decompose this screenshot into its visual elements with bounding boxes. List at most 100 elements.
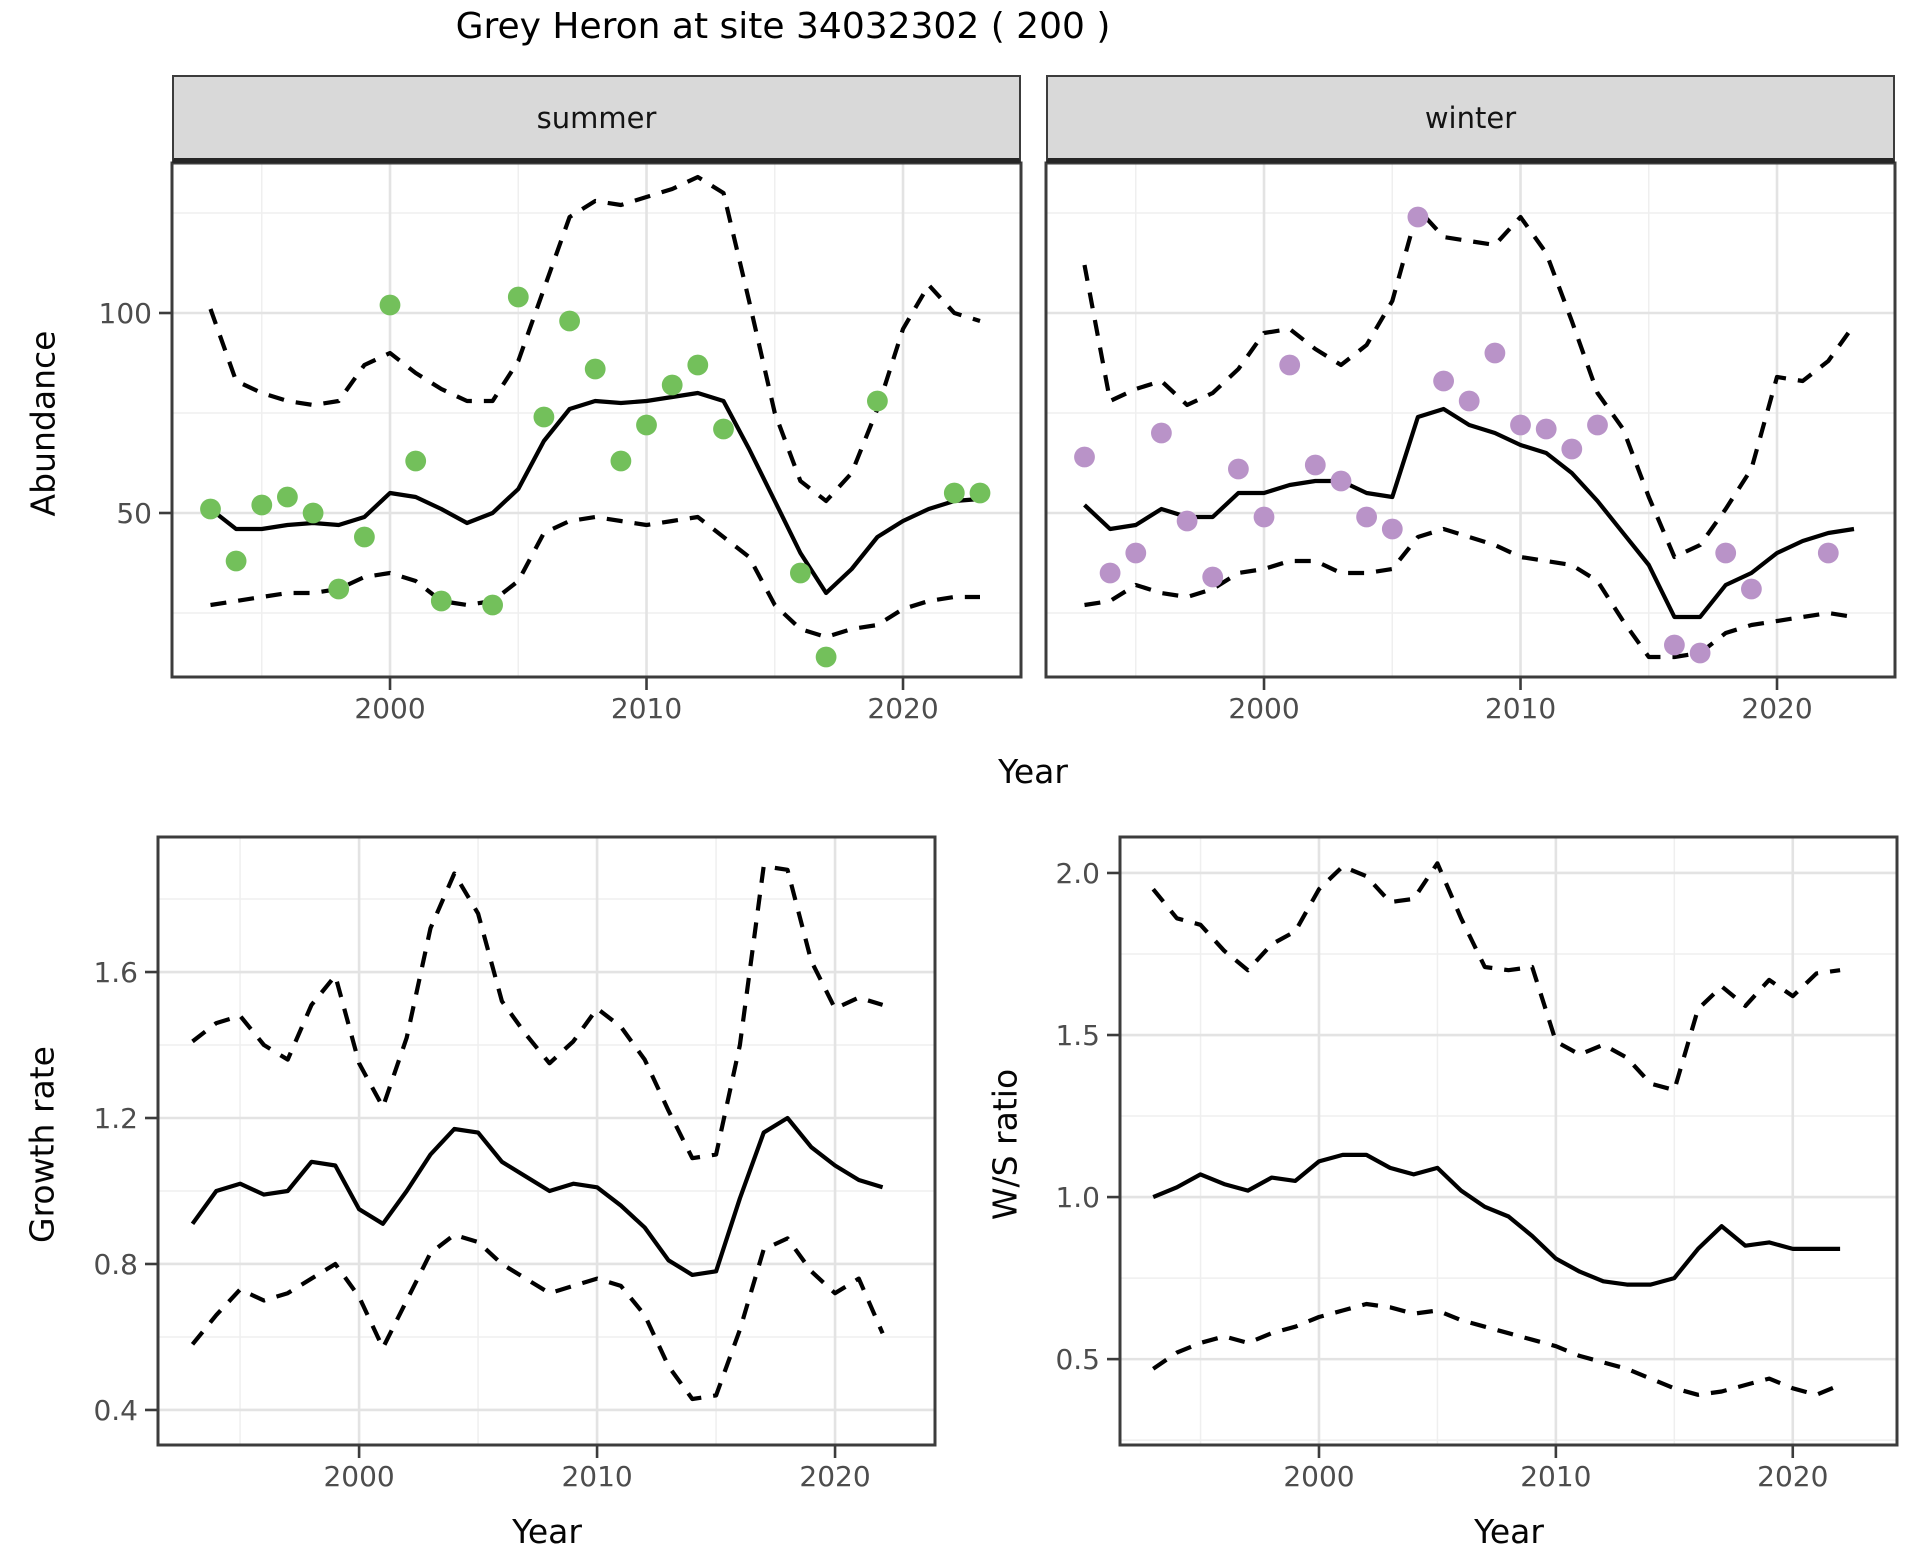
abundance-summer-data-point	[636, 414, 657, 436]
x-tick-label: 2010	[1485, 692, 1556, 725]
abundance-summer-data-point	[610, 450, 632, 472]
abundance-winter-data-point	[1176, 510, 1198, 532]
x-tick-label: 2000	[1283, 1460, 1354, 1493]
abundance-summer-data-point	[200, 498, 221, 520]
abundance-winter-data-point	[1304, 454, 1326, 476]
growth-rate-upper-ci-line	[191, 864, 884, 1161]
x-tick-label: 2000	[1228, 692, 1299, 725]
abundance-winter-fit-line	[1083, 406, 1855, 620]
growth-rate-lower-ci-line	[190, 1232, 885, 1402]
y-tick-label: 0.5	[1055, 1343, 1100, 1376]
x-axis-title-year-ws: Year	[1474, 1512, 1544, 1551]
abundance-summer-data-point	[559, 310, 580, 332]
abundance-winter-data-point	[1741, 578, 1762, 600]
abundance-summer-data-point	[482, 594, 503, 616]
abundance-winter-data-point	[1253, 506, 1275, 528]
facet-strip-winter-label: winter	[1424, 100, 1517, 135]
y-tick-label: 100	[99, 297, 152, 330]
ws-ratio-panel-border	[1118, 835, 1899, 1447]
abundance-summer-data-point	[790, 562, 811, 584]
x-tick-label: 2010	[1520, 1460, 1591, 1493]
y-tick-label: 2.0	[1055, 857, 1100, 890]
growth-rate-panel	[158, 837, 935, 1445]
x-axis-title-year-growth: Year	[512, 1512, 582, 1551]
y-tick-label: 1.0	[1055, 1181, 1100, 1214]
abundance-summer-data-point	[277, 486, 298, 508]
abundance-summer-data-point	[405, 450, 427, 472]
abundance-summer-data-point	[943, 482, 965, 504]
abundance-winter-upper-ci-line	[1082, 206, 1856, 560]
growth-rate-panel-border	[156, 835, 937, 1447]
abundance-summer-panel	[172, 163, 1021, 677]
abundance-winter-data-point	[1330, 470, 1352, 492]
abundance-winter-data-point	[1535, 418, 1557, 440]
abundance-winter-data-point	[1407, 206, 1429, 228]
x-tick-label: 2000	[323, 1460, 394, 1493]
abundance-winter-data-point	[1664, 634, 1685, 656]
facet-strip-summer: summer	[172, 75, 1021, 163]
abundance-summer-data-point	[430, 590, 452, 612]
abundance-winter-data-point	[1484, 342, 1506, 364]
y-axis-title-ws-ratio: W/S ratio	[985, 1068, 1025, 1221]
y-tick-label: 1.2	[93, 1102, 138, 1135]
abundance-summer-data-point	[354, 526, 375, 548]
x-tick-label: 2020	[799, 1460, 870, 1493]
abundance-winter-data-point	[1715, 542, 1737, 564]
ws-ratio-panel	[1120, 837, 1897, 1445]
abundance-winter-data-point	[1458, 390, 1480, 412]
abundance-winter-lower-ci-line	[1084, 526, 1855, 660]
x-axis-title-year-top: Year	[998, 752, 1068, 791]
abundance-winter-data-point	[1279, 354, 1301, 376]
abundance-summer-data-point	[815, 646, 837, 668]
x-tick-label: 2010	[611, 692, 682, 725]
abundance-winter-data-point	[1433, 370, 1454, 392]
abundance-summer-data-point	[584, 358, 606, 380]
abundance-winter-data-point	[1202, 566, 1224, 588]
x-tick-label: 2020	[1741, 692, 1812, 725]
ws-ratio-lower-ci-line	[1152, 1301, 1841, 1397]
abundance-winter-data-point	[1561, 438, 1583, 460]
y-axis-title-growth-rate: Growth rate	[22, 1046, 62, 1243]
abundance-summer-data-point	[713, 418, 734, 440]
ws-ratio-fit-line	[1152, 1152, 1841, 1287]
abundance-summer-data-point	[969, 482, 991, 504]
y-axis-title-abundance: Abundance	[23, 330, 63, 517]
abundance-winter-data-point	[1074, 446, 1095, 468]
abundance-winter-data-point	[1125, 542, 1147, 564]
abundance-winter-data-point	[1587, 414, 1608, 436]
abundance-summer-panel-border	[170, 161, 1023, 679]
abundance-winter-data-point	[1099, 562, 1121, 584]
abundance-summer-data-point	[302, 502, 324, 524]
ws-ratio-upper-ci-line	[1151, 861, 1841, 1093]
abundance-summer-data-point	[379, 294, 401, 316]
abundance-summer-data-point	[507, 286, 529, 308]
abundance-summer-data-point	[251, 494, 273, 516]
abundance-winter-panel-border	[1044, 161, 1897, 679]
y-tick-label: 0.4	[93, 1394, 138, 1427]
abundance-winter-data-point	[1817, 542, 1839, 564]
y-tick-label: 1.6	[93, 956, 138, 989]
abundance-summer-data-point	[661, 374, 683, 396]
x-tick-label: 2020	[867, 692, 938, 725]
abundance-summer-upper-ci-line	[208, 174, 981, 504]
abundance-summer-data-point	[225, 550, 247, 572]
abundance-summer-data-point	[533, 406, 555, 428]
y-tick-label: 50	[116, 497, 152, 530]
abundance-summer-fit-line	[209, 390, 981, 596]
abundance-summer-data-point	[687, 354, 709, 376]
abundance-summer-data-point	[867, 390, 888, 412]
x-tick-label: 2000	[354, 692, 425, 725]
abundance-winter-data-point	[1381, 518, 1403, 540]
chart-title: Grey Heron at site 34032302 ( 200 )	[455, 6, 1111, 47]
abundance-summer-data-point	[328, 578, 350, 600]
abundance-winter-data-point	[1510, 414, 1531, 436]
growth-rate-fit-line	[190, 1115, 884, 1277]
abundance-winter-data-point	[1689, 642, 1711, 664]
facet-strip-summer-label: summer	[536, 100, 657, 135]
abundance-winter-data-point	[1151, 422, 1172, 444]
y-tick-label: 0.8	[93, 1248, 138, 1281]
x-tick-label: 2020	[1757, 1460, 1828, 1493]
abundance-winter-panel	[1046, 163, 1895, 677]
abundance-winter-data-point	[1356, 506, 1377, 528]
